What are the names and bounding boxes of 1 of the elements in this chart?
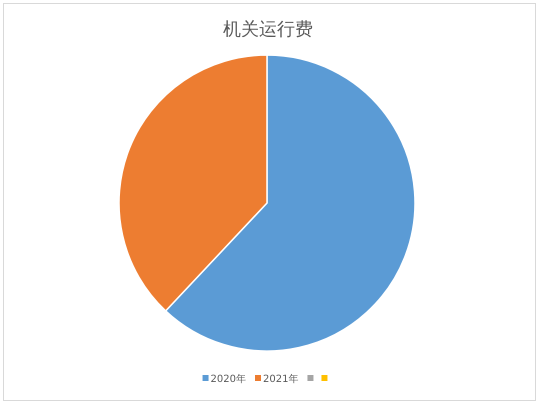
title: 机关运行费 bbox=[223, 19, 313, 40]
